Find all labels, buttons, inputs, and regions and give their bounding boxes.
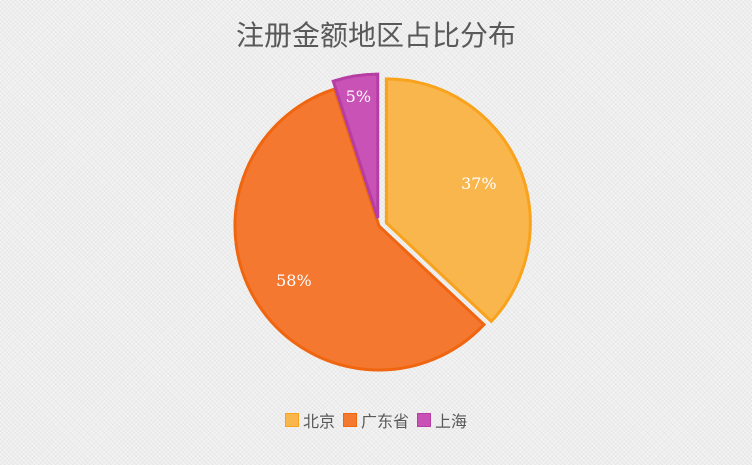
chart-title: 注册金额地区占比分布 (235, 19, 516, 52)
legend-item-0[interactable]: 北京 (284, 408, 335, 432)
legend-swatch (284, 413, 299, 427)
legend-label: 上海 (435, 412, 468, 431)
data-label-0: 37% (461, 174, 497, 193)
legend-item-2[interactable]: 上海 (417, 408, 467, 432)
pie-slice-0[interactable] (384, 77, 532, 324)
data-label-2: 5% (346, 87, 371, 106)
legend: 北京 广东省 上海 (0, 408, 752, 432)
pie-slice-2[interactable] (331, 72, 380, 219)
legend-label: 北京 (302, 412, 335, 431)
legend-swatch (342, 413, 357, 427)
legend-label: 广东省 (360, 412, 409, 431)
pie-slice-1[interactable] (233, 87, 487, 372)
legend-swatch (417, 413, 431, 427)
data-label-1: 58% (276, 271, 312, 290)
legend-item-1[interactable]: 广东省 (342, 408, 409, 432)
